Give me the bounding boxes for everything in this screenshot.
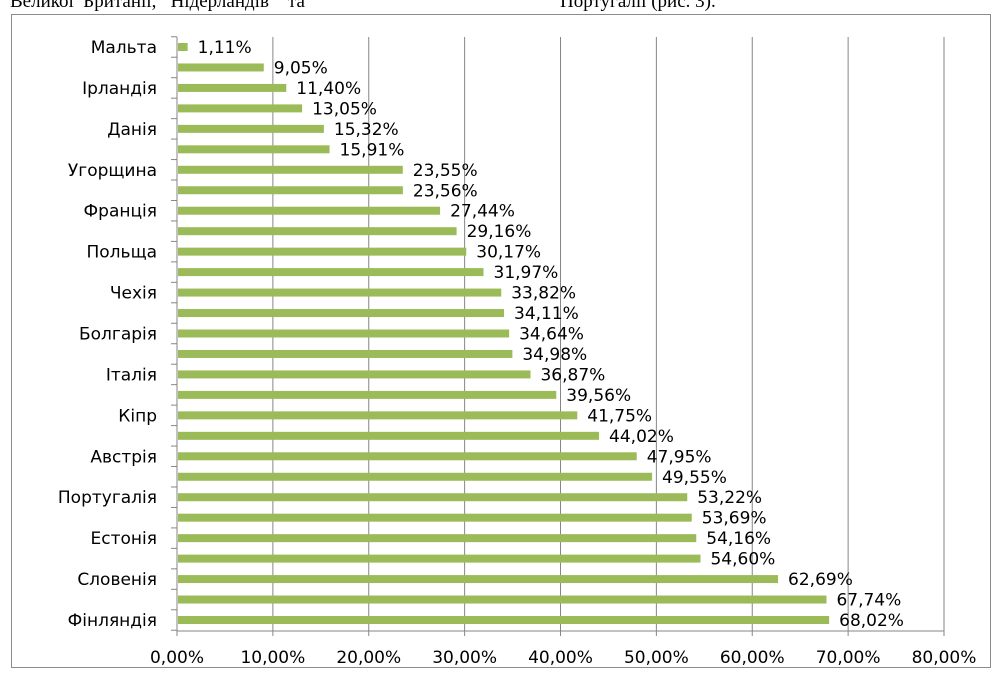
x-tick-label: 80,00% <box>912 648 977 667</box>
data-labels: 1,11% 9,05%11,40%13,05%15,32%15,91% 23,55%… <box>198 38 904 631</box>
data-label: 36,87% <box>540 365 605 385</box>
category-label: Кіпр <box>118 406 157 426</box>
data-label: 31,97% <box>494 263 559 283</box>
data-label: 15,91% <box>340 140 405 160</box>
data-label: 41,75% <box>587 406 652 426</box>
bar <box>178 575 779 584</box>
bar <box>178 616 830 624</box>
bar <box>178 288 502 297</box>
bar <box>178 390 557 399</box>
data-label: 30,17% <box>476 243 541 263</box>
bars <box>178 43 830 624</box>
chart-frame: Мальта Ірландія Данія Угорщина Франція Польща… <box>11 14 991 668</box>
data-label: 1,11% <box>198 38 252 58</box>
axes <box>171 36 945 636</box>
x-tick-label: 0,00% <box>150 648 204 667</box>
x-tick-label: 10,00% <box>240 648 305 667</box>
bar <box>178 431 600 440</box>
data-label: 34,11% <box>514 304 579 324</box>
bar <box>178 247 467 256</box>
bar <box>178 206 441 215</box>
bar <box>178 472 653 481</box>
data-label: 44,02% <box>609 427 674 447</box>
category-label: Естонія <box>91 529 157 549</box>
data-label: 34,98% <box>522 345 587 365</box>
data-label: 39,56% <box>566 386 631 406</box>
data-label: 47,95% <box>647 447 712 467</box>
category-labels: Мальта Ірландія Данія Угорщина Франція Польща… <box>58 38 157 631</box>
data-label: 13,05% <box>312 99 377 119</box>
data-label: 27,44% <box>450 202 515 222</box>
data-label: 49,55% <box>662 468 727 488</box>
data-label: 62,69% <box>788 570 853 590</box>
data-label: 23,55% <box>413 161 478 181</box>
preceding-text-line: Великої Британії, Нідерландів та Португа… <box>0 0 1000 13</box>
category-label: Угорщина <box>68 161 157 181</box>
data-label: 54,16% <box>706 529 771 549</box>
bar-chart: Мальта Ірландія Данія Угорщина Франція Польща… <box>58 36 976 667</box>
data-label: 67,74% <box>836 591 901 611</box>
category-label: Франція <box>84 202 157 222</box>
preceding-text-right: Португалії (рис. 3). <box>560 0 716 12</box>
data-label: 29,16% <box>467 222 532 242</box>
bar <box>178 534 697 543</box>
category-label: Мальта <box>91 38 157 58</box>
bar <box>178 370 531 379</box>
bar <box>178 329 510 338</box>
data-label: 53,69% <box>702 509 767 529</box>
x-tick-labels: 0,00% 10,00% 20,00% 30,00% 40,00% 50,00% 60,00… <box>150 648 976 667</box>
data-label: 34,64% <box>519 325 584 345</box>
bar <box>178 309 505 318</box>
data-label: 15,32% <box>334 120 399 140</box>
bar <box>178 83 287 92</box>
x-tick-label: 40,00% <box>528 648 593 667</box>
bar <box>178 268 484 277</box>
bar <box>178 63 264 72</box>
bar <box>178 186 403 195</box>
bar <box>178 411 578 420</box>
preceding-text-left: Великої Британії, Нідерландів та <box>10 0 305 12</box>
data-label: 54,60% <box>710 550 775 570</box>
bar <box>178 513 692 522</box>
bar <box>178 145 330 154</box>
category-label: Фінляндія <box>68 611 157 631</box>
data-label: 68,02% <box>839 611 904 631</box>
data-label: 53,22% <box>697 488 762 508</box>
x-tick-label: 60,00% <box>720 648 785 667</box>
bar <box>178 165 403 174</box>
category-label: Словенія <box>77 570 157 590</box>
category-label: Данія <box>107 120 157 140</box>
bar <box>178 452 637 461</box>
category-label: Португалія <box>58 488 157 508</box>
bar <box>178 595 827 604</box>
category-label: Австрія <box>90 447 157 467</box>
bar <box>178 124 324 133</box>
category-label: Болгарія <box>79 325 157 345</box>
x-tick-label: 20,00% <box>336 648 401 667</box>
bar <box>178 104 303 113</box>
category-label: Італія <box>106 365 157 385</box>
bar <box>178 43 188 51</box>
x-tick-label: 70,00% <box>816 648 881 667</box>
data-label: 33,82% <box>511 284 576 304</box>
category-label: Чехія <box>110 284 157 304</box>
bar <box>178 554 701 563</box>
bar <box>178 349 513 358</box>
bar <box>178 227 457 236</box>
category-label: Польща <box>87 243 158 263</box>
x-tick-label: 30,00% <box>432 648 497 667</box>
data-label: 9,05% <box>274 58 328 78</box>
data-label: 23,56% <box>413 181 478 201</box>
bar <box>178 493 688 502</box>
data-label: 11,40% <box>296 79 361 99</box>
x-tick-label: 50,00% <box>624 648 689 667</box>
category-label: Ірландія <box>82 79 157 99</box>
